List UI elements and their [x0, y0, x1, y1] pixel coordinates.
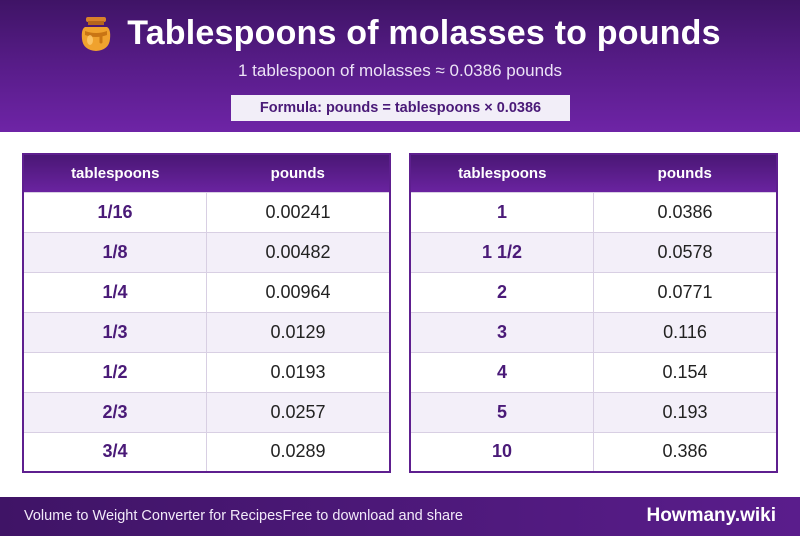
cell-pounds: 0.0578 — [593, 231, 777, 272]
table-row: 1/4 0.00964 — [23, 271, 390, 312]
cell-pounds: 0.193 — [593, 391, 777, 432]
honey-jar-icon — [79, 15, 113, 53]
cell-pounds: 0.0289 — [206, 431, 390, 472]
page-subtitle: 1 tablespoon of molasses ≈ 0.0386 pounds — [237, 61, 563, 80]
cell-pounds: 0.386 — [593, 431, 777, 472]
footer-converter-label: Volume to Weight Converter for Recipes — [24, 508, 283, 524]
cell-pounds: 0.154 — [593, 351, 777, 392]
cell-pounds: 0.0771 — [593, 271, 777, 312]
brand-logo-text: Howmany.wiki — [646, 505, 776, 526]
cell-tablespoons: 1 1/2 — [410, 231, 594, 272]
column-header-pounds: pounds — [206, 154, 390, 192]
cell-tablespoons: 3 — [410, 311, 594, 352]
cell-tablespoons: 1 — [410, 191, 594, 232]
conversion-table-right: tablespoons pounds 1 0.0386 1 1/2 0.0578 2 0.… — [409, 153, 778, 473]
table-row: 4 0.154 — [410, 351, 777, 392]
table-row: 3/4 0.0289 — [23, 431, 390, 472]
table-row: 10 0.386 — [410, 431, 777, 472]
table-row: 1/3 0.0129 — [23, 311, 390, 352]
cell-pounds: 0.0386 — [593, 191, 777, 232]
cell-pounds: 0.0193 — [206, 351, 390, 392]
footer-bar: Volume to Weight Converter for RecipesFr… — [0, 497, 800, 536]
table-row: 1/16 0.00241 — [23, 191, 390, 232]
conversion-table-left: tablespoons pounds 1/16 0.00241 1/8 0.00482… — [22, 153, 391, 473]
cell-tablespoons: 2 — [410, 271, 594, 312]
cell-pounds: 0.116 — [593, 311, 777, 352]
title-row: Tablespoons of molasses to pounds — [0, 14, 800, 53]
formula-badge: Formula: pounds = tablespoons × 0.0386 — [231, 95, 570, 121]
footer-share-label: Free to download and share — [282, 508, 464, 524]
cell-tablespoons: 1/2 — [23, 351, 207, 392]
cell-tablespoons: 1/3 — [23, 311, 207, 352]
page-title: Tablespoons of molasses to pounds — [127, 14, 721, 52]
cell-tablespoons: 2/3 — [23, 391, 207, 432]
cell-tablespoons: 1/4 — [23, 271, 207, 312]
table-row: 3 0.116 — [410, 311, 777, 352]
table-row: 1 1/2 0.0578 — [410, 231, 777, 272]
cell-pounds: 0.0129 — [206, 311, 390, 352]
column-header-tablespoons: tablespoons — [23, 154, 207, 192]
table-header-row: tablespoons pounds — [23, 154, 390, 192]
table-row: 1/8 0.00482 — [23, 231, 390, 272]
table-row: 1 0.0386 — [410, 191, 777, 232]
cell-tablespoons: 4 — [410, 351, 594, 392]
table-row: 1/2 0.0193 — [23, 351, 390, 392]
cell-pounds: 0.00241 — [206, 191, 390, 232]
cell-tablespoons: 10 — [410, 431, 594, 472]
table-row: 5 0.193 — [410, 391, 777, 432]
column-header-tablespoons: tablespoons — [410, 154, 594, 192]
header-banner: Tablespoons of molasses to pounds 1 tabl… — [0, 0, 800, 132]
table-row: 2 0.0771 — [410, 271, 777, 312]
cell-pounds: 0.00482 — [206, 231, 390, 272]
cell-pounds: 0.00964 — [206, 271, 390, 312]
cell-tablespoons: 1/8 — [23, 231, 207, 272]
column-header-pounds: pounds — [593, 154, 777, 192]
cell-tablespoons: 3/4 — [23, 431, 207, 472]
cell-pounds: 0.0257 — [206, 391, 390, 432]
table-header-row: tablespoons pounds — [410, 154, 777, 192]
footer-text: Volume to Weight Converter for RecipesFr… — [24, 508, 463, 524]
cell-tablespoons: 5 — [410, 391, 594, 432]
table-row: 2/3 0.0257 — [23, 391, 390, 432]
cell-tablespoons: 1/16 — [23, 191, 207, 232]
